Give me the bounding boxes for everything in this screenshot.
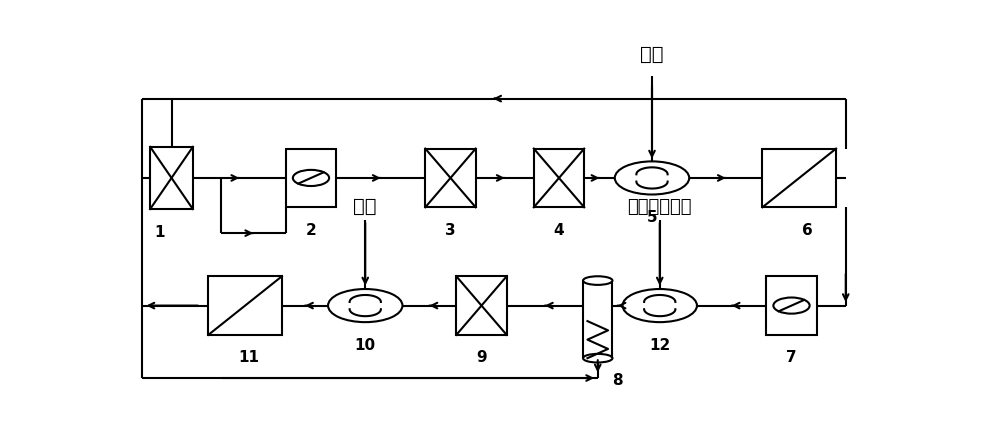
- Bar: [208, 276, 282, 335]
- Text: 1: 1: [155, 224, 165, 240]
- Text: 10: 10: [355, 338, 376, 353]
- Text: 2: 2: [306, 223, 316, 238]
- Text: 热水: 热水: [354, 197, 377, 216]
- Text: 4: 4: [554, 223, 564, 238]
- Text: 8: 8: [612, 373, 622, 388]
- Bar: [534, 149, 584, 207]
- Bar: [150, 147, 193, 209]
- Text: 7: 7: [786, 350, 797, 366]
- Text: 11: 11: [239, 350, 260, 366]
- Bar: [762, 149, 836, 207]
- Text: 3: 3: [445, 223, 456, 238]
- Bar: [456, 276, 507, 335]
- Bar: [286, 149, 336, 207]
- Text: 6: 6: [802, 223, 812, 238]
- Text: 热水: 热水: [640, 45, 664, 64]
- Bar: [766, 276, 817, 335]
- Text: 12: 12: [649, 338, 670, 353]
- Text: 循环水或空气: 循环水或空气: [628, 198, 692, 216]
- Bar: [425, 149, 476, 207]
- Text: 9: 9: [476, 350, 487, 366]
- Text: 5: 5: [647, 210, 657, 225]
